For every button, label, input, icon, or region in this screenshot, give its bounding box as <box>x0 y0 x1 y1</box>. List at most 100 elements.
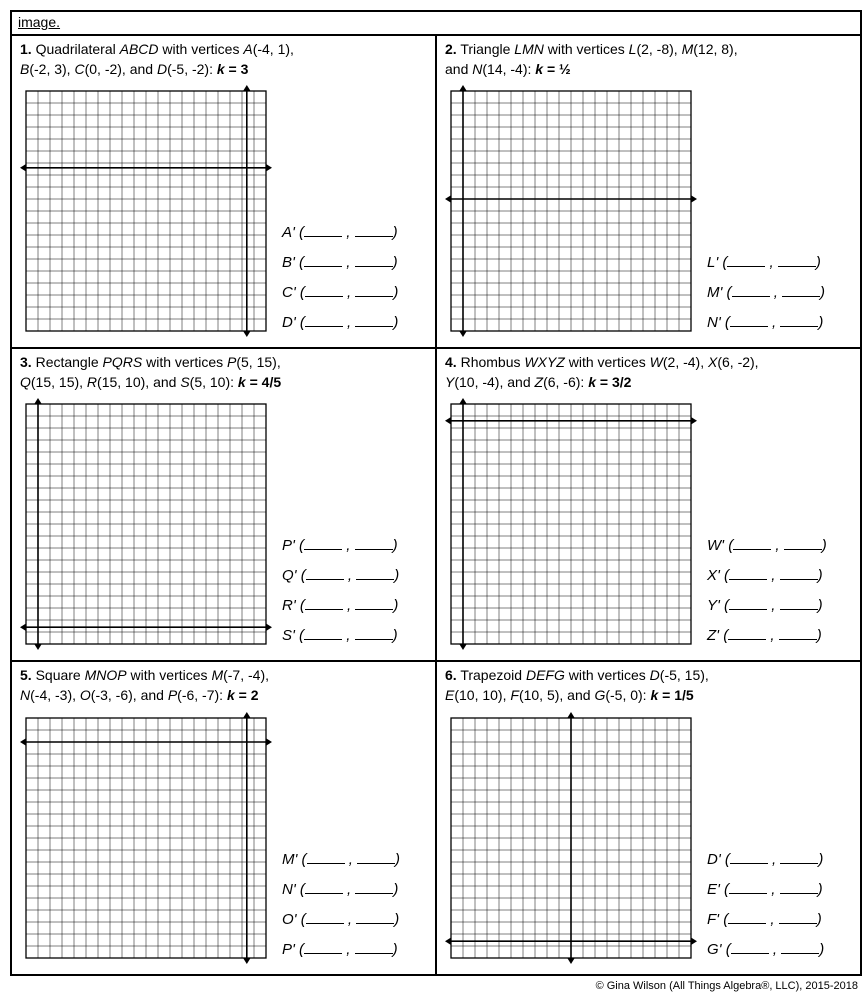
answer-blank-x[interactable] <box>731 941 769 954</box>
answer-blank-y[interactable] <box>355 224 393 237</box>
answer-blank-y[interactable] <box>355 314 393 327</box>
answer-blank-y[interactable] <box>356 911 394 924</box>
coordinate-grid <box>445 85 697 337</box>
problem-body: W' ( , ) X' ( , ) Y' ( , ) Z' ( , ) <box>445 398 852 650</box>
answer-line: Z' ( , ) <box>707 627 827 644</box>
answer-list: P' ( , ) Q' ( , ) R' ( , ) S' ( , ) <box>282 537 399 644</box>
problem-prompt: 2. Triangle LMN with vertices L(2, -8), … <box>445 40 852 79</box>
answer-line: R' ( , ) <box>282 597 399 614</box>
problem-prompt: 3. Rectangle PQRS with vertices P(5, 15)… <box>20 353 427 392</box>
problem-body: L' ( , )M' ( , )N' ( , ) <box>445 85 852 337</box>
answer-line: W' ( , ) <box>707 537 827 554</box>
problem-body: P' ( , ) Q' ( , ) R' ( , ) S' ( , ) <box>20 398 427 650</box>
answer-blank-x[interactable] <box>727 254 765 267</box>
answer-blank-y[interactable] <box>779 627 817 640</box>
answer-line: P' ( , ) <box>282 941 400 958</box>
answer-blank-y[interactable] <box>784 537 822 550</box>
answer-blank-x[interactable] <box>304 627 342 640</box>
answer-blank-x[interactable] <box>304 224 342 237</box>
answer-line: O' ( , ) <box>282 911 400 928</box>
answer-blank-y[interactable] <box>355 881 393 894</box>
answer-line: Y' ( , ) <box>707 597 827 614</box>
answer-blank-y[interactable] <box>355 627 393 640</box>
answer-blank-x[interactable] <box>306 567 344 580</box>
problem-body: D' ( , ) E' ( , ) F' ( , ) G' ( , ) <box>445 712 852 964</box>
answer-blank-y[interactable] <box>780 567 818 580</box>
answer-line: D' ( , ) <box>282 314 398 331</box>
answer-line: P' ( , ) <box>282 537 399 554</box>
answer-blank-y[interactable] <box>355 254 393 267</box>
answer-blank-y[interactable] <box>355 284 393 297</box>
answer-blank-y[interactable] <box>357 851 395 864</box>
answer-list: A' ( , ) B' ( , ) C' ( , ) D' ( , ) <box>282 224 398 331</box>
answer-blank-x[interactable] <box>732 284 770 297</box>
answer-blank-y[interactable] <box>355 537 393 550</box>
answer-blank-x[interactable] <box>730 851 768 864</box>
answer-line: N' ( , ) <box>282 881 400 898</box>
answer-blank-x[interactable] <box>733 537 771 550</box>
problem-cell: 4. Rhombus WXYZ with vertices W(2, -4), … <box>436 348 860 661</box>
footer-copyright: © Gina Wilson (All Things Algebra®, LLC)… <box>10 980 858 992</box>
answer-blank-y[interactable] <box>355 597 393 610</box>
answer-blank-x[interactable] <box>305 881 343 894</box>
worksheet-page: image. 1. Quadrilateral ABCD with vertic… <box>10 10 862 976</box>
answer-line: M' ( , ) <box>282 851 400 868</box>
problem-cell: 3. Rectangle PQRS with vertices P(5, 15)… <box>12 348 436 661</box>
top-label: image. <box>12 12 860 36</box>
problem-prompt: 6. Trapezoid DEFG with vertices D(-5, 15… <box>445 666 852 705</box>
answer-line: N' ( , ) <box>707 314 825 331</box>
answer-blank-x[interactable] <box>305 314 343 327</box>
answer-line: A' ( , ) <box>282 224 398 241</box>
answer-line: L' ( , ) <box>707 254 825 271</box>
answer-blank-x[interactable] <box>728 911 766 924</box>
answer-blank-x[interactable] <box>305 284 343 297</box>
answer-list: M' ( , ) N' ( , ) O' ( , ) P' ( , ) <box>282 851 400 958</box>
problems-grid: 1. Quadrilateral ABCD with vertices A(-4… <box>12 36 860 974</box>
problem-cell: 5. Square MNOP with vertices M(-7, -4),N… <box>12 661 436 973</box>
answer-blank-x[interactable] <box>304 537 342 550</box>
answer-blank-x[interactable] <box>729 567 767 580</box>
answer-line: F' ( , ) <box>707 911 824 928</box>
answer-list: L' ( , )M' ( , )N' ( , ) <box>707 254 825 331</box>
answer-blank-x[interactable] <box>305 597 343 610</box>
answer-blank-y[interactable] <box>780 597 818 610</box>
coordinate-grid <box>20 85 272 337</box>
coordinate-grid <box>445 712 697 964</box>
problem-cell: 6. Trapezoid DEFG with vertices D(-5, 15… <box>436 661 860 973</box>
coordinate-grid <box>20 712 272 964</box>
problem-prompt: 1. Quadrilateral ABCD with vertices A(-4… <box>20 40 427 79</box>
answer-blank-x[interactable] <box>730 314 768 327</box>
answer-blank-y[interactable] <box>780 851 818 864</box>
problem-cell: 2. Triangle LMN with vertices L(2, -8), … <box>436 36 860 348</box>
answer-blank-x[interactable] <box>729 597 767 610</box>
answer-blank-y[interactable] <box>778 254 816 267</box>
answer-line: G' ( , ) <box>707 941 824 958</box>
answer-blank-y[interactable] <box>780 314 818 327</box>
answer-line: D' ( , ) <box>707 851 824 868</box>
answer-blank-x[interactable] <box>304 941 342 954</box>
answer-blank-y[interactable] <box>355 941 393 954</box>
answer-line: C' ( , ) <box>282 284 398 301</box>
answer-line: B' ( , ) <box>282 254 398 271</box>
answer-blank-x[interactable] <box>307 851 345 864</box>
problem-prompt: 4. Rhombus WXYZ with vertices W(2, -4), … <box>445 353 852 392</box>
coordinate-grid <box>20 398 272 650</box>
answer-blank-y[interactable] <box>782 284 820 297</box>
answer-blank-y[interactable] <box>356 567 394 580</box>
answer-blank-x[interactable] <box>306 911 344 924</box>
answer-line: X' ( , ) <box>707 567 827 584</box>
answer-blank-y[interactable] <box>781 941 819 954</box>
coordinate-grid <box>445 398 697 650</box>
answer-line: E' ( , ) <box>707 881 824 898</box>
answer-blank-x[interactable] <box>304 254 342 267</box>
answer-blank-y[interactable] <box>780 881 818 894</box>
answer-line: S' ( , ) <box>282 627 399 644</box>
problem-prompt: 5. Square MNOP with vertices M(-7, -4),N… <box>20 666 427 705</box>
problem-cell: 1. Quadrilateral ABCD with vertices A(-4… <box>12 36 436 348</box>
answer-line: Q' ( , ) <box>282 567 399 584</box>
problem-body: A' ( , ) B' ( , ) C' ( , ) D' ( , ) <box>20 85 427 337</box>
answer-list: D' ( , ) E' ( , ) F' ( , ) G' ( , ) <box>707 851 824 958</box>
answer-blank-x[interactable] <box>729 881 767 894</box>
answer-blank-y[interactable] <box>779 911 817 924</box>
answer-blank-x[interactable] <box>728 627 766 640</box>
